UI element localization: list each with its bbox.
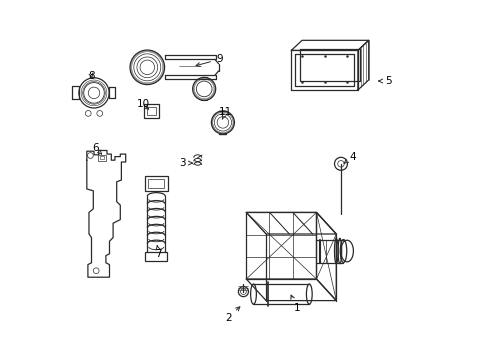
Bar (145, 252, 167, 261)
Text: 1: 1 (290, 295, 300, 313)
Text: 3: 3 (179, 158, 192, 168)
Bar (144, 104, 159, 118)
Bar (98, 155, 105, 161)
Text: 7: 7 (155, 246, 162, 259)
Text: 11: 11 (219, 107, 232, 120)
Text: 6: 6 (92, 143, 102, 154)
Text: 8: 8 (88, 71, 95, 81)
Text: 10: 10 (136, 99, 149, 109)
Bar (147, 107, 156, 115)
Bar (148, 179, 164, 188)
Bar (144, 176, 167, 191)
Text: 2: 2 (224, 307, 240, 323)
Bar (100, 156, 104, 159)
Text: 5: 5 (378, 76, 391, 86)
Text: 9: 9 (196, 54, 222, 67)
Text: 4: 4 (344, 152, 355, 163)
